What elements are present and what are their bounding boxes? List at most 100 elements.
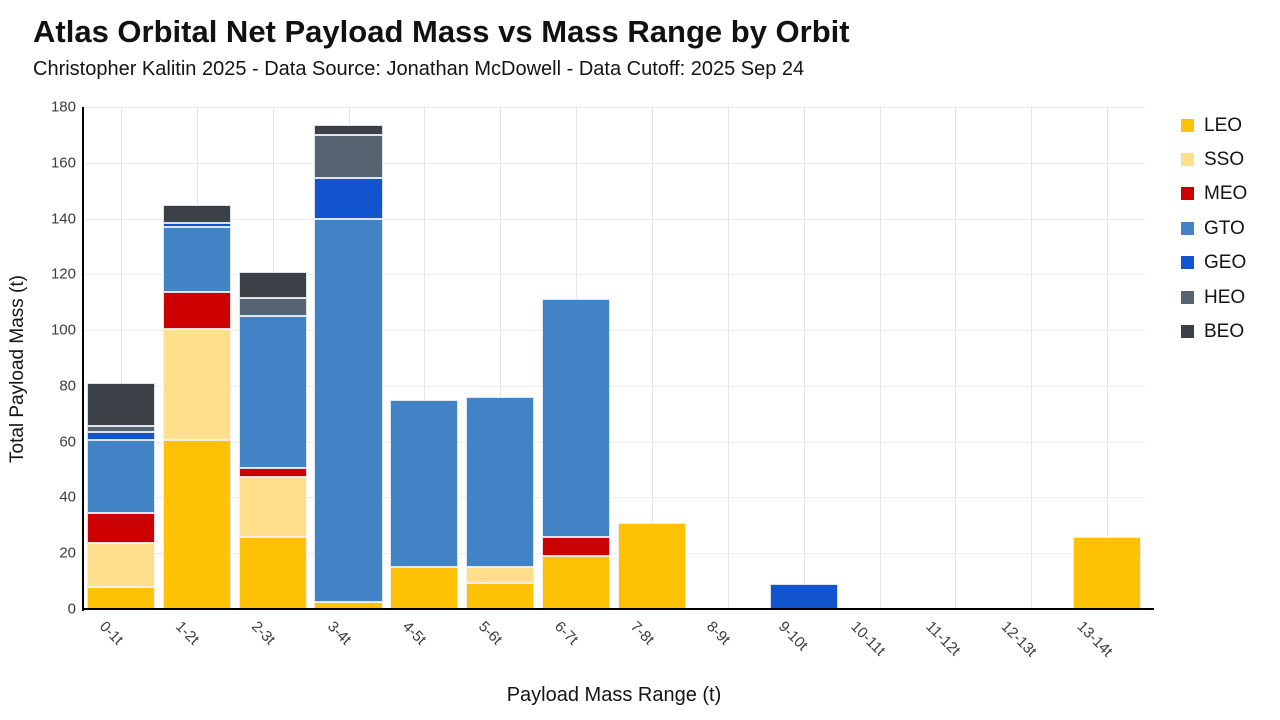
legend-label: BEO	[1204, 321, 1245, 343]
legend-swatch	[1181, 290, 1194, 304]
x-tick-label: 0-1t	[95, 618, 127, 649]
bar-segment	[162, 226, 231, 293]
legend-label: MEO	[1204, 183, 1248, 205]
bar-segment	[769, 583, 838, 609]
bar-segment	[162, 292, 231, 329]
chart-title: Atlas Orbital Net Payload Mass vs Mass R…	[33, 14, 850, 49]
bar-segment	[390, 567, 459, 609]
horizontal-gridline	[83, 441, 1145, 443]
bar-segment	[314, 125, 383, 135]
x-tick-label: 4-5t	[399, 618, 430, 649]
plot-area	[82, 107, 1154, 611]
x-tick-label: 6-7t	[551, 618, 582, 649]
y-tick-label: 160	[50, 154, 76, 172]
legend-item-heo[interactable]: HEO	[1181, 280, 1247, 314]
vertical-gridline	[1031, 107, 1033, 609]
chart-subtitle: Christopher Kalitin 2025 - Data Source: …	[33, 58, 805, 80]
bar-segment	[86, 431, 156, 441]
y-tick-label: 120	[50, 265, 76, 283]
bar-segment	[1072, 536, 1142, 609]
bar-segment	[541, 299, 611, 537]
legend-swatch	[1181, 187, 1194, 201]
legend-swatch	[1181, 118, 1194, 132]
bar-segment	[238, 271, 307, 299]
x-axis-title: Payload Mass Range (t)	[506, 684, 722, 706]
horizontal-gridline	[83, 274, 1145, 276]
bar-segment	[162, 222, 231, 227]
legend: LEO SSO MEO GTO GEO HEO BEO	[1181, 108, 1247, 349]
x-tick-label: 13-14t	[1073, 618, 1116, 661]
bar-segment	[314, 134, 383, 179]
bar-segment	[162, 204, 231, 223]
vertical-gridline	[424, 107, 426, 609]
legend-swatch	[1181, 325, 1194, 339]
y-tick-label: 80	[59, 377, 76, 395]
bar-segment	[238, 468, 307, 477]
legend-swatch	[1181, 221, 1194, 235]
vertical-gridline	[879, 107, 881, 609]
x-tick-label: 9-10t	[774, 618, 811, 655]
y-tick-label: 180	[50, 98, 76, 116]
horizontal-gridline	[83, 330, 1145, 332]
x-tick-label: 11-12t	[922, 618, 964, 660]
legend-item-sso[interactable]: SSO	[1181, 142, 1247, 176]
bar-segment	[86, 440, 156, 513]
bar-segment	[314, 218, 383, 603]
bar-segment	[314, 178, 383, 219]
bar-segment	[86, 426, 156, 432]
y-axis-title: Total Payload Mass (t)	[7, 275, 28, 463]
x-tick-label: 2-3t	[247, 618, 278, 649]
legend-label: SSO	[1204, 149, 1245, 171]
legend-swatch	[1181, 153, 1194, 167]
y-tick-label: 60	[59, 433, 76, 451]
legend-item-leo[interactable]: LEO	[1181, 108, 1247, 142]
legend-item-geo[interactable]: GEO	[1181, 246, 1247, 280]
legend-item-gto[interactable]: GTO	[1181, 211, 1247, 245]
vertical-gridline	[120, 107, 122, 609]
vertical-gridline	[955, 107, 957, 609]
horizontal-gridline	[83, 385, 1145, 387]
bar-segment	[238, 536, 307, 609]
y-tick-label: 0	[67, 600, 76, 618]
bar-segment	[162, 440, 231, 609]
x-tick-label: 10-11t	[846, 618, 889, 660]
horizontal-gridline	[83, 107, 1145, 108]
x-tick-label: 5-6t	[475, 618, 506, 649]
vertical-gridline	[1107, 107, 1109, 609]
bar-segment	[466, 582, 535, 609]
bar-segment	[86, 586, 156, 609]
bar-segment	[238, 476, 307, 537]
bar-segment	[390, 399, 459, 568]
bar-segment	[238, 316, 307, 469]
legend-swatch	[1181, 256, 1194, 270]
bar-segment	[86, 512, 156, 544]
x-tick-label: 3-4t	[323, 618, 354, 649]
y-axis-line	[82, 107, 84, 611]
bar-segment	[617, 522, 687, 609]
y-tick-label: 20	[59, 544, 76, 562]
legend-label: HEO	[1204, 286, 1246, 308]
horizontal-gridline	[83, 553, 1145, 555]
legend-label: LEO	[1204, 114, 1243, 136]
horizontal-gridline	[83, 162, 1145, 164]
y-tick-label: 40	[59, 488, 76, 506]
legend-item-beo[interactable]: BEO	[1181, 314, 1247, 348]
bar-segment	[541, 556, 611, 609]
y-tick-label: 100	[50, 321, 76, 339]
horizontal-gridline	[83, 497, 1145, 499]
bar-segment	[162, 328, 231, 441]
x-tick-label: 12-13t	[997, 618, 1041, 661]
vertical-gridline	[651, 107, 653, 609]
x-axis-line	[82, 608, 1154, 610]
vertical-gridline	[727, 107, 729, 609]
x-tick-label: 7-8t	[626, 618, 658, 649]
vertical-gridline	[803, 107, 805, 609]
legend-label: GEO	[1204, 252, 1247, 274]
vertical-gridline	[500, 107, 502, 609]
x-tick-label: 1-2t	[171, 618, 203, 649]
y-tick-label: 140	[50, 210, 76, 228]
x-tick-label: 8-9t	[702, 618, 734, 649]
horizontal-gridline	[83, 218, 1145, 220]
legend-item-meo[interactable]: MEO	[1181, 177, 1247, 211]
